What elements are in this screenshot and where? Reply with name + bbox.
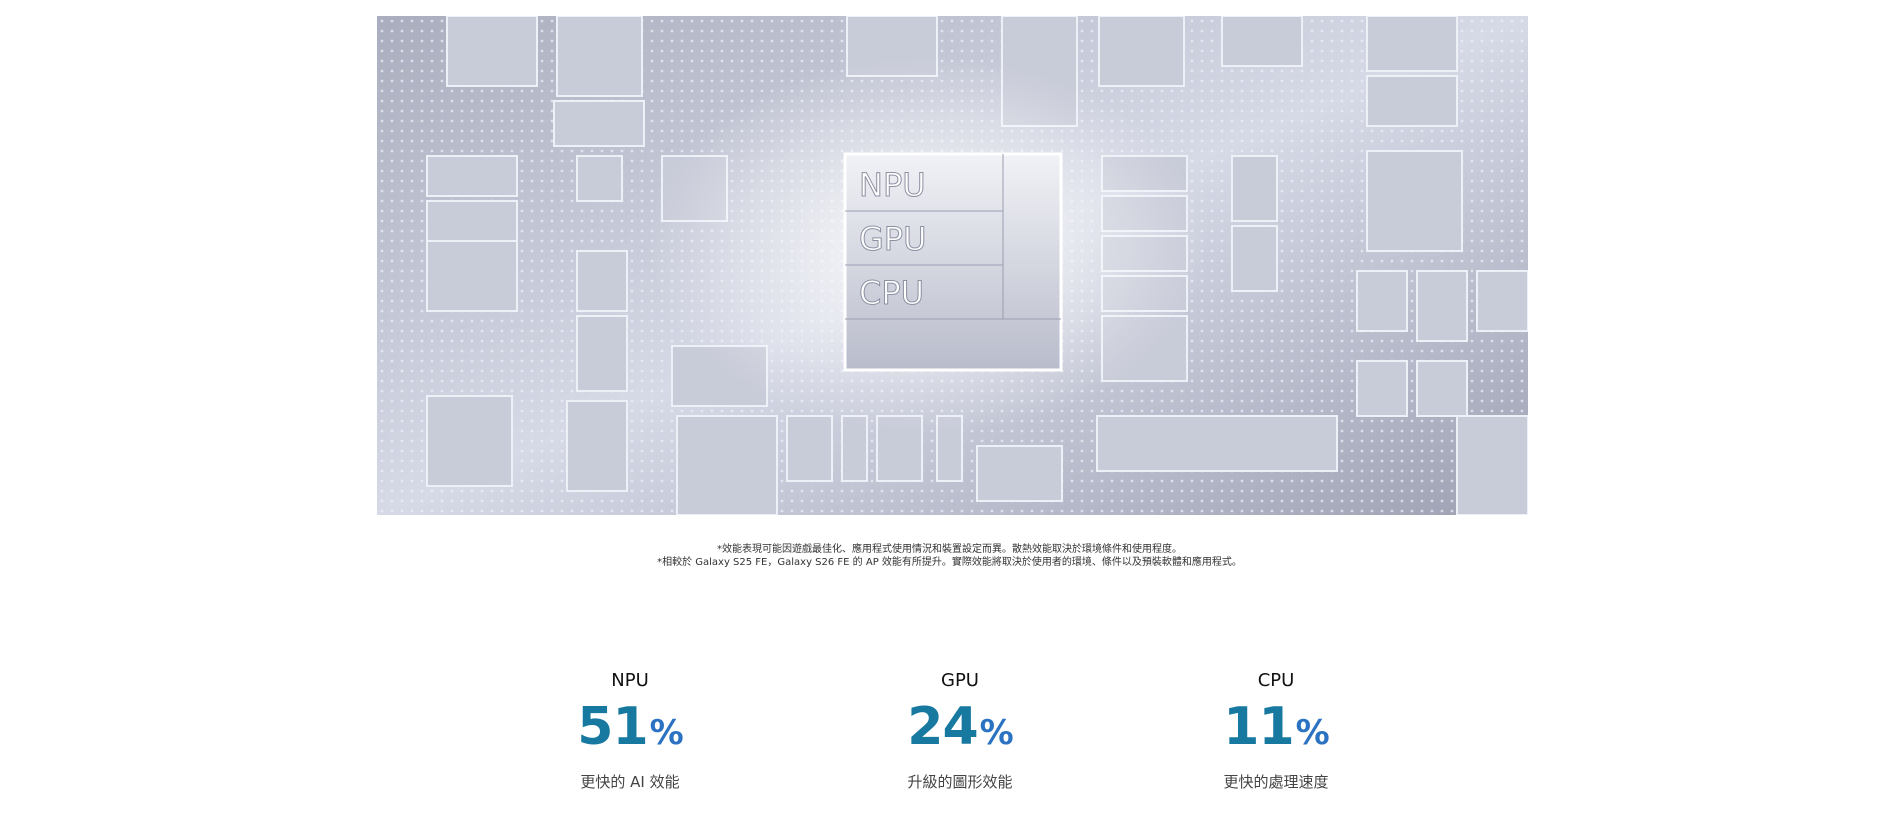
chip-label: NPU: [859, 166, 926, 204]
stat-number: 11%: [1126, 697, 1426, 763]
stat-number: 51%: [480, 697, 780, 763]
chip-label: GPU: [859, 220, 927, 258]
stat-value: 11: [1223, 697, 1294, 757]
stat: CPU 11% 更快的處理速度: [1126, 670, 1426, 792]
stat-description: 升級的圖形效能: [907, 773, 1013, 791]
stat-unit: %: [979, 713, 1014, 753]
stat-label: NPU: [611, 670, 649, 691]
stat-number: 24%: [810, 697, 1110, 763]
central-chip: NPU GPU CPU: [843, 152, 1063, 372]
stat-value: 51: [577, 697, 648, 757]
stat-description: 更快的處理速度: [1223, 773, 1329, 791]
stat-label: GPU: [941, 670, 979, 691]
chip-label: CPU: [859, 274, 924, 312]
stat-unit: %: [1295, 713, 1330, 753]
chip-illustration: NPU GPU CPU: [377, 16, 1528, 515]
footnote: *效能表現可能因遊戲最佳化、應用程式使用情況和裝置設定而異。散熱效能取決於環境條…: [717, 544, 1182, 555]
stat-description: 更快的 AI 效能: [580, 773, 680, 791]
stat: GPU 24% 升級的圖形效能: [810, 670, 1110, 792]
stat: NPU 51% 更快的 AI 效能: [480, 670, 780, 792]
footnote: *相較於 Galaxy S25 FE，Galaxy S26 FE 的 AP 效能…: [657, 557, 1242, 568]
stat-value: 24: [907, 697, 978, 757]
stat-unit: %: [649, 713, 684, 753]
stat-label: CPU: [1257, 670, 1295, 691]
